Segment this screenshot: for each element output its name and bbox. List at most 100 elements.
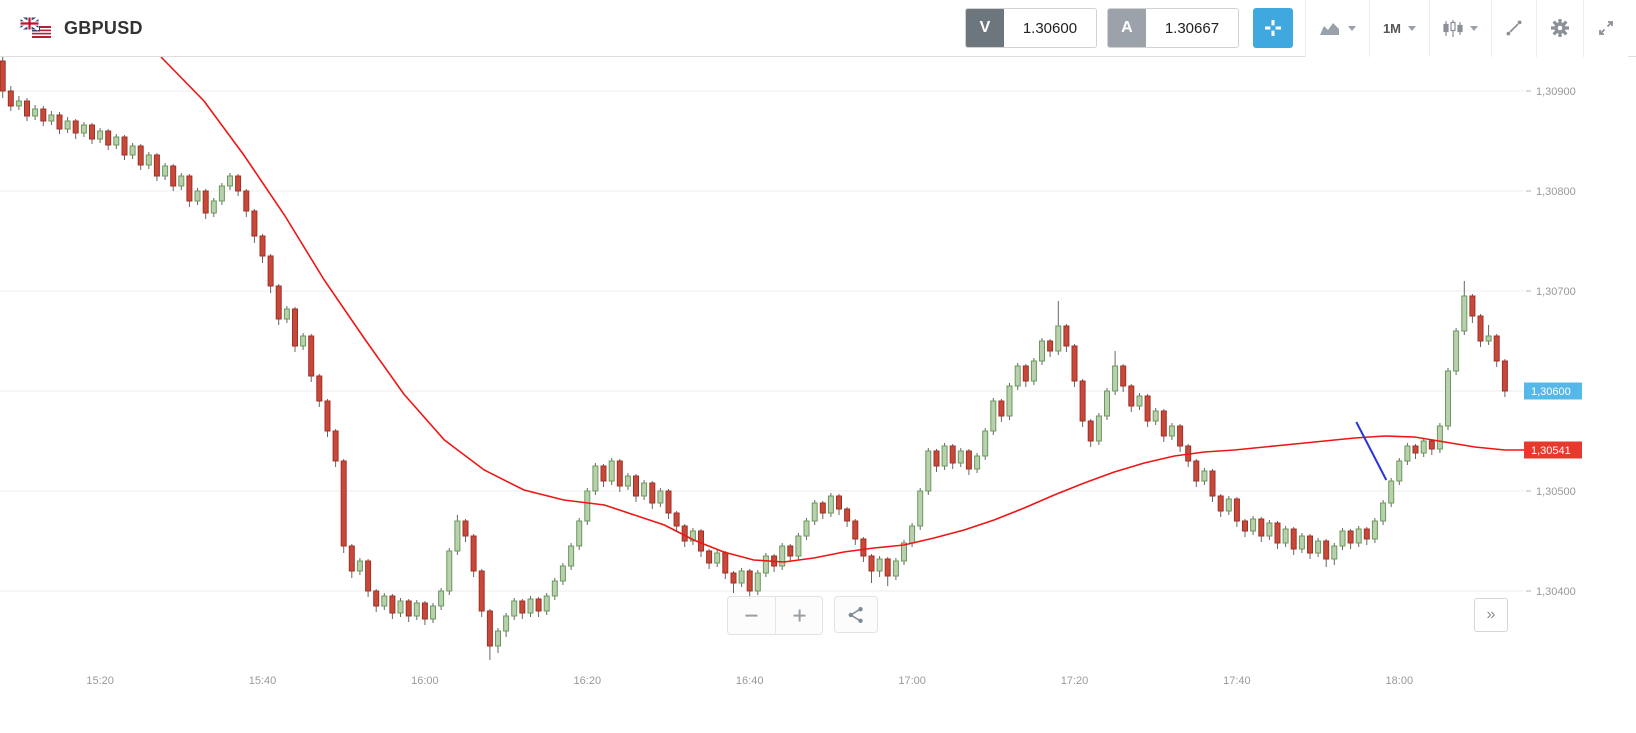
zoom-in-button[interactable] <box>775 597 822 634</box>
candle <box>462 519 469 542</box>
settings-button[interactable] <box>1536 0 1583 57</box>
share-button[interactable] <box>834 596 878 633</box>
crosshair-button[interactable] <box>1252 8 1293 48</box>
candle <box>689 528 696 545</box>
candle <box>1152 408 1159 425</box>
current-price-tag: 1,30600 <box>1524 382 1582 400</box>
svg-text:16:40: 16:40 <box>736 675 764 687</box>
candle <box>722 551 729 579</box>
candle <box>1030 358 1037 385</box>
trend-line-drawing[interactable] <box>1355 421 1388 481</box>
svg-text:1,30541: 1,30541 <box>1531 445 1571 457</box>
candle <box>1047 339 1054 357</box>
candle <box>730 571 737 593</box>
zoom-out-button[interactable] <box>728 597 775 634</box>
candle <box>194 188 201 205</box>
candle <box>1298 533 1305 553</box>
candle <box>998 399 1005 422</box>
candle <box>649 481 656 509</box>
candle <box>235 174 242 196</box>
candle <box>137 144 144 170</box>
candlestick-chart[interactable]: 1,30900 1,30800 1,30700 1,30600 1,30500 1,304… <box>0 57 1636 733</box>
timeframe-selector[interactable]: 1M <box>1368 0 1429 57</box>
candle <box>1428 439 1435 455</box>
expand-panel-button[interactable]: » <box>1474 598 1508 632</box>
candle <box>72 119 79 139</box>
candle <box>1242 519 1248 537</box>
candle <box>243 189 250 217</box>
candle <box>1461 281 1468 335</box>
share-icon <box>847 606 865 624</box>
plus-icon <box>793 609 806 622</box>
candle <box>1233 497 1240 527</box>
sell-button[interactable]: V <box>965 9 1004 47</box>
candle <box>1315 538 1322 557</box>
candle <box>771 554 778 572</box>
candle <box>478 569 485 617</box>
buy-button[interactable]: A <box>1107 9 1146 47</box>
candle <box>292 307 298 352</box>
candle <box>779 543 786 570</box>
candle <box>413 600 420 620</box>
candle <box>1095 413 1102 445</box>
candle <box>1144 394 1151 427</box>
candle <box>1453 328 1460 375</box>
candle <box>430 603 436 623</box>
candle <box>389 594 396 619</box>
moving-average-line <box>160 57 1526 563</box>
candle <box>145 152 152 169</box>
candle <box>1071 344 1078 387</box>
candle <box>97 128 104 143</box>
gbpusd-flag-icon <box>19 16 52 39</box>
candle <box>714 550 721 567</box>
candle <box>1209 469 1216 502</box>
timeframe-label: 1M <box>1382 20 1401 36</box>
candle <box>1087 419 1094 447</box>
candle <box>324 399 331 437</box>
candle <box>1274 521 1281 549</box>
candle <box>551 578 558 600</box>
candle <box>543 593 550 615</box>
candle <box>1039 338 1045 365</box>
sell-quote-control[interactable]: V 1.30600 <box>964 8 1097 48</box>
candle <box>15 96 22 110</box>
candle <box>706 549 713 569</box>
candle <box>316 374 323 407</box>
candle <box>1396 458 1403 485</box>
candle <box>600 464 607 487</box>
candle <box>1120 364 1127 392</box>
candle <box>1282 526 1289 547</box>
candle <box>365 559 372 597</box>
candle <box>1380 500 1387 525</box>
candle <box>673 511 680 532</box>
svg-text:15:40: 15:40 <box>249 675 277 687</box>
fullscreen-button[interactable] <box>1583 0 1628 57</box>
candle-type-selector[interactable] <box>1429 0 1491 57</box>
candle <box>1371 518 1378 543</box>
candle <box>1477 314 1484 347</box>
candle <box>1112 351 1119 395</box>
candle <box>1501 359 1508 397</box>
candle <box>868 554 875 583</box>
chart-area[interactable]: 1,30900 1,30800 1,30700 1,30600 1,30500 1,304… <box>0 57 1636 733</box>
drawing-tools-button[interactable] <box>1491 0 1536 57</box>
candle <box>608 458 615 485</box>
svg-text:1,30900: 1,30900 <box>1536 86 1576 98</box>
candle <box>819 501 826 519</box>
minus-icon <box>745 609 758 622</box>
candle <box>275 284 282 325</box>
candle <box>486 609 493 660</box>
candle <box>421 601 428 625</box>
candle <box>0 57 6 98</box>
candle <box>527 596 534 617</box>
chart-style-selector[interactable] <box>1304 0 1369 57</box>
candle <box>405 599 412 622</box>
buy-quote-control[interactable]: A 1.30667 <box>1106 8 1239 48</box>
candle <box>48 111 55 125</box>
svg-text:1,30500: 1,30500 <box>1536 486 1576 498</box>
candle <box>519 599 526 619</box>
candle <box>1323 539 1330 567</box>
candle <box>340 459 347 553</box>
buy-price-value: 1.30667 <box>1145 9 1238 47</box>
